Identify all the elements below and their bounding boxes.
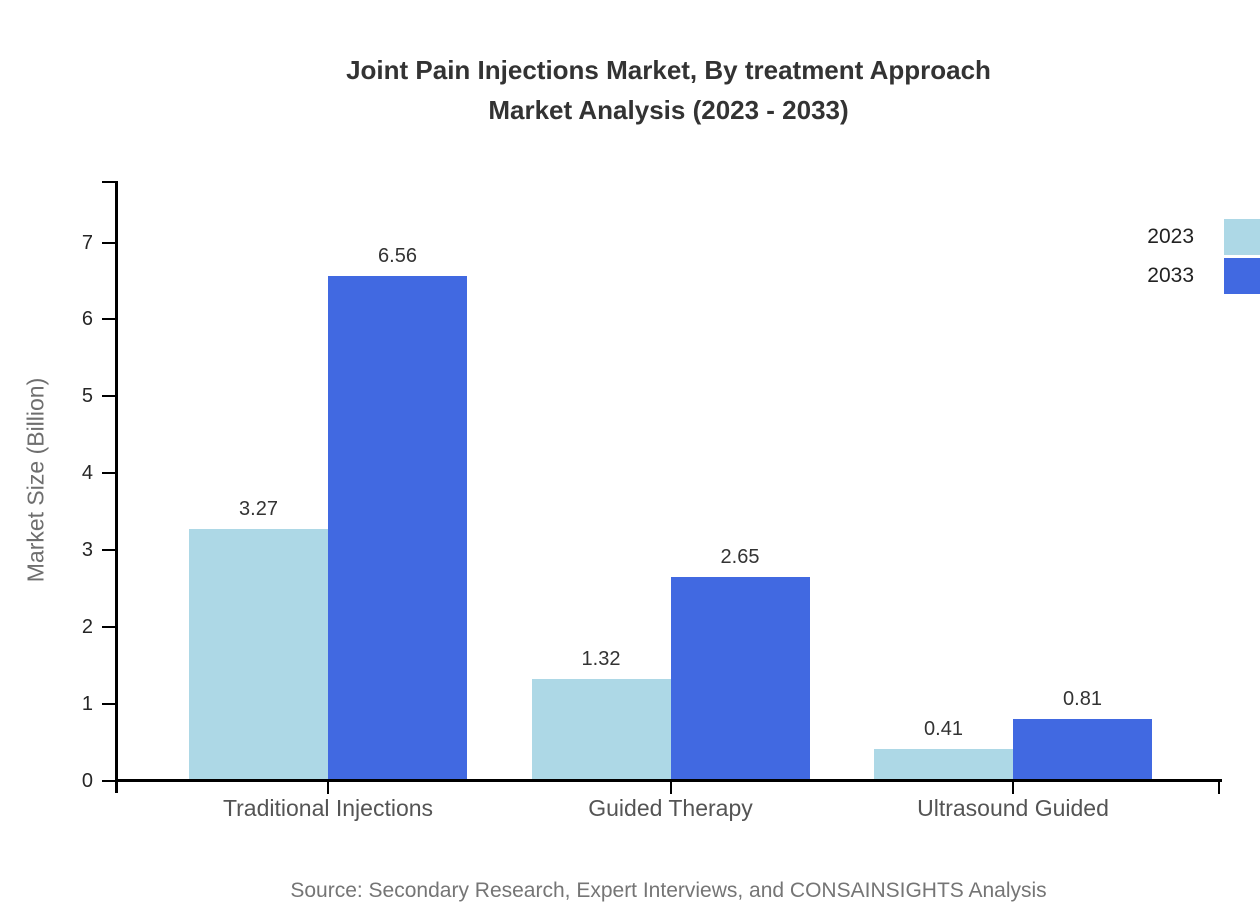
y-tick-label-6: 6 [81,308,93,331]
x-tick-traditional-injections [327,779,329,794]
y-tick-label-0: 0 [81,770,93,792]
legend: 2023 2033 [1147,217,1260,295]
y-tick-5 [102,395,115,398]
bar-value-2033-guided-therapy: 2.65 [720,546,760,568]
legend-item-2033: 2033 [1147,256,1260,295]
y-axis-top-cap [102,181,115,183]
y-tick-2 [102,626,115,629]
bar-2033-ultrasound-guided [1013,719,1152,781]
y-tick-1 [102,703,115,706]
chart-title-line2: Market Analysis (2023 - 2033) [488,95,849,125]
x-axis-line [115,779,1222,782]
y-tick-label-2: 2 [81,616,93,639]
y-tick-label-5: 5 [81,385,93,408]
plot-area: 3.27 6.56 1.32 2.65 0.41 0.81 0 1 2 3 4 5 6 7 Tradit… [82,181,1222,821]
legend-label-2033: 2033 [1147,263,1194,287]
y-tick-3 [102,549,115,552]
y-tick-label-7: 7 [81,231,93,254]
chart-title-line1: Joint Pain Injections Market, By treatme… [346,55,991,85]
chart-title: Joint Pain Injections Market, By treatme… [115,50,1222,130]
x-axis-end-cap [1218,779,1220,794]
x-tick-label-ultrasound-guided: Ultrasound Guided [917,795,1109,821]
bar-2023-ultrasound-guided [874,749,1013,781]
bar-value-2023-traditional-injections: 3.27 [239,498,278,520]
bar-2023-traditional-injections [189,529,328,781]
x-tick-label-traditional-injections: Traditional Injections [222,795,434,821]
x-tick-guided-therapy [669,779,672,794]
y-tick-6 [102,318,115,321]
bar-2033-guided-therapy [670,577,810,781]
x-tick-ultrasound-guided [1012,779,1014,794]
legend-swatch-2033 [1224,257,1260,294]
y-tick-4 [102,472,115,475]
y-tick-7 [102,241,115,244]
legend-item-2023: 2023 [1147,217,1260,256]
y-tick-label-4: 4 [81,462,93,485]
y-tick-label-1: 1 [81,693,93,716]
bar-2023-guided-therapy [531,679,671,781]
y-axis-line [115,181,118,793]
bar-value-2033-ultrasound-guided: 0.81 [1063,688,1102,710]
bar-value-2023-ultrasound-guided: 0.41 [924,718,963,740]
source-note: Source: Secondary Research, Expert Inter… [290,879,1047,902]
x-tick-label-guided-therapy: Guided Therapy [588,795,753,821]
y-tick-0 [102,780,115,782]
y-tick-label-3: 3 [81,539,93,562]
bar-value-2033-traditional-injections: 6.56 [378,245,417,267]
bar-value-2023-guided-therapy: 1.32 [581,648,621,670]
legend-label-2023: 2023 [1147,224,1194,248]
legend-swatch-2023 [1224,218,1260,255]
bar-2033-traditional-injections [328,276,467,781]
